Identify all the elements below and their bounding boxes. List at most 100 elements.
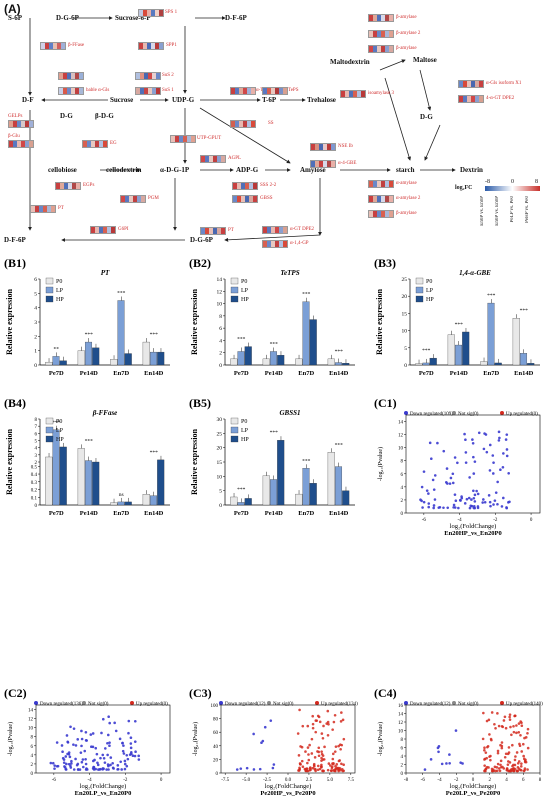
down-point (126, 757, 130, 761)
down-point (79, 751, 83, 754)
up-point (487, 718, 491, 722)
x-tick-label: 0 (160, 778, 163, 783)
bar (269, 351, 278, 366)
down-point (505, 506, 508, 509)
up-point (496, 712, 499, 715)
down-point (252, 732, 255, 736)
panel-tag: (C2) (4, 686, 27, 700)
legend-label: Not sig(0) (458, 702, 479, 707)
up-point (317, 746, 321, 750)
gene-pt: PT (58, 206, 64, 211)
down-point (487, 494, 491, 497)
up-point (490, 769, 494, 773)
legend-label: HP (426, 297, 434, 303)
down-point (123, 767, 127, 771)
up-point (313, 756, 317, 759)
gene-sus2: SuS 2 (162, 73, 174, 78)
up-point (334, 764, 337, 768)
down-point (85, 768, 89, 771)
down-point (491, 454, 495, 457)
down-point (497, 439, 501, 442)
y-tick-label: 6 (35, 432, 38, 437)
heatmap-aamy2 (368, 195, 394, 203)
legend-label: LP (56, 428, 64, 434)
bar (527, 363, 535, 366)
significance-label: ns (119, 492, 124, 498)
up-point (306, 746, 310, 749)
up-point (522, 754, 525, 758)
down-point (235, 768, 239, 771)
bar (334, 362, 343, 366)
y-tick-label: 4 (35, 447, 38, 452)
y-tick-label: 6 (401, 473, 404, 478)
down-point (74, 744, 78, 747)
down-point (493, 499, 497, 502)
up-point (508, 715, 511, 719)
up-point (510, 733, 513, 737)
up-point (314, 730, 318, 734)
y-tick-label: 3 (35, 454, 38, 459)
x-tick-label: Pe14D (450, 370, 468, 377)
bar (295, 358, 303, 366)
legend-dot (315, 701, 319, 705)
heatmap-gls (58, 87, 84, 95)
y-tick-label: 0.1 (31, 496, 38, 501)
significance-label: *** (302, 458, 311, 464)
x-tick-label: Pe7D (49, 510, 64, 517)
down-point (438, 505, 442, 509)
y-tick-label: 20 (217, 446, 223, 452)
down-point (137, 754, 140, 758)
significance-label: *** (237, 487, 246, 493)
up-point (326, 768, 330, 772)
plot-subtitle: En20LP_vs_En20P0 (75, 790, 132, 797)
heatmap-agpl (200, 155, 226, 163)
down-point (72, 743, 75, 746)
chart-title: β-FFase (92, 409, 118, 417)
heatmap-bamy4 (368, 210, 394, 218)
significance-label: *** (335, 442, 344, 448)
down-point (263, 725, 267, 729)
down-point (81, 758, 85, 761)
chart-title: GBSS1 (279, 409, 300, 417)
legend-label: Down regulated(12) (225, 702, 266, 707)
gene-g6pi: G6PI (118, 227, 129, 232)
bar (124, 353, 132, 366)
down-point (473, 493, 477, 497)
up-point (499, 765, 503, 769)
up-point (521, 742, 525, 746)
up-point (317, 754, 321, 758)
y-tick-label: 0 (216, 772, 219, 777)
gene-bamy1: β-amylase (396, 15, 417, 20)
up-point (500, 746, 504, 750)
heatmap-isoamy (340, 90, 366, 98)
gene-gbss: GBSS (260, 196, 273, 201)
up-point (498, 769, 502, 773)
up-point (520, 762, 523, 765)
heatmap-agls (458, 80, 484, 88)
down-point (133, 740, 137, 743)
gene-agls: α-Gls isoform X1 (486, 81, 522, 86)
legend-dot (404, 701, 408, 705)
y-tick-label: 4 (34, 306, 37, 312)
down-point (472, 489, 475, 493)
legend-tick-max: 8 (535, 179, 538, 185)
legend-label: P0 (241, 419, 247, 425)
down-point (49, 761, 53, 765)
down-point (483, 500, 487, 504)
pathway-arrows (28, 16, 456, 242)
up-point (506, 752, 510, 756)
y-tick-label: 14 (217, 277, 223, 283)
y-tick-label: 6 (219, 326, 222, 332)
node-maltodextrin: Maltodextrin (330, 58, 370, 66)
down-point (472, 472, 476, 475)
x-tick-label: 7.5 (348, 778, 355, 783)
down-point (127, 731, 130, 735)
down-point (76, 738, 80, 741)
x-tick-label: -4 (88, 778, 93, 783)
gene-sss: SSS 2-2 (260, 183, 277, 188)
up-point (341, 718, 345, 722)
down-point (100, 731, 103, 735)
bar (342, 363, 350, 366)
up-point (515, 731, 518, 735)
